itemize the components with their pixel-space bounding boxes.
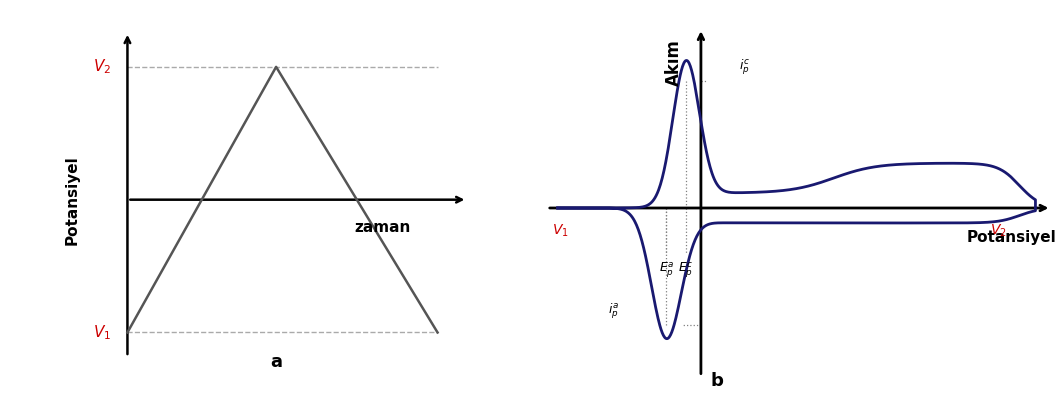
Text: Akım: Akım: [666, 40, 683, 87]
Text: Potansiyel: Potansiyel: [966, 230, 1057, 245]
Text: $i_p^c$: $i_p^c$: [739, 57, 751, 77]
Text: $V_2$: $V_2$: [92, 57, 112, 76]
Text: zaman: zaman: [354, 220, 411, 235]
Text: $i_p^a$: $i_p^a$: [607, 302, 619, 321]
Text: $V_1$: $V_1$: [552, 222, 568, 239]
Text: $V_1$: $V_1$: [92, 323, 112, 342]
Text: Potansiyel: Potansiyel: [65, 155, 80, 245]
Text: a: a: [270, 353, 282, 371]
Text: $E_p^a$: $E_p^a$: [658, 260, 674, 280]
Text: b: b: [710, 371, 723, 389]
Text: $E_p^c$: $E_p^c$: [679, 260, 693, 280]
Text: $V_2$: $V_2$: [990, 222, 1007, 239]
